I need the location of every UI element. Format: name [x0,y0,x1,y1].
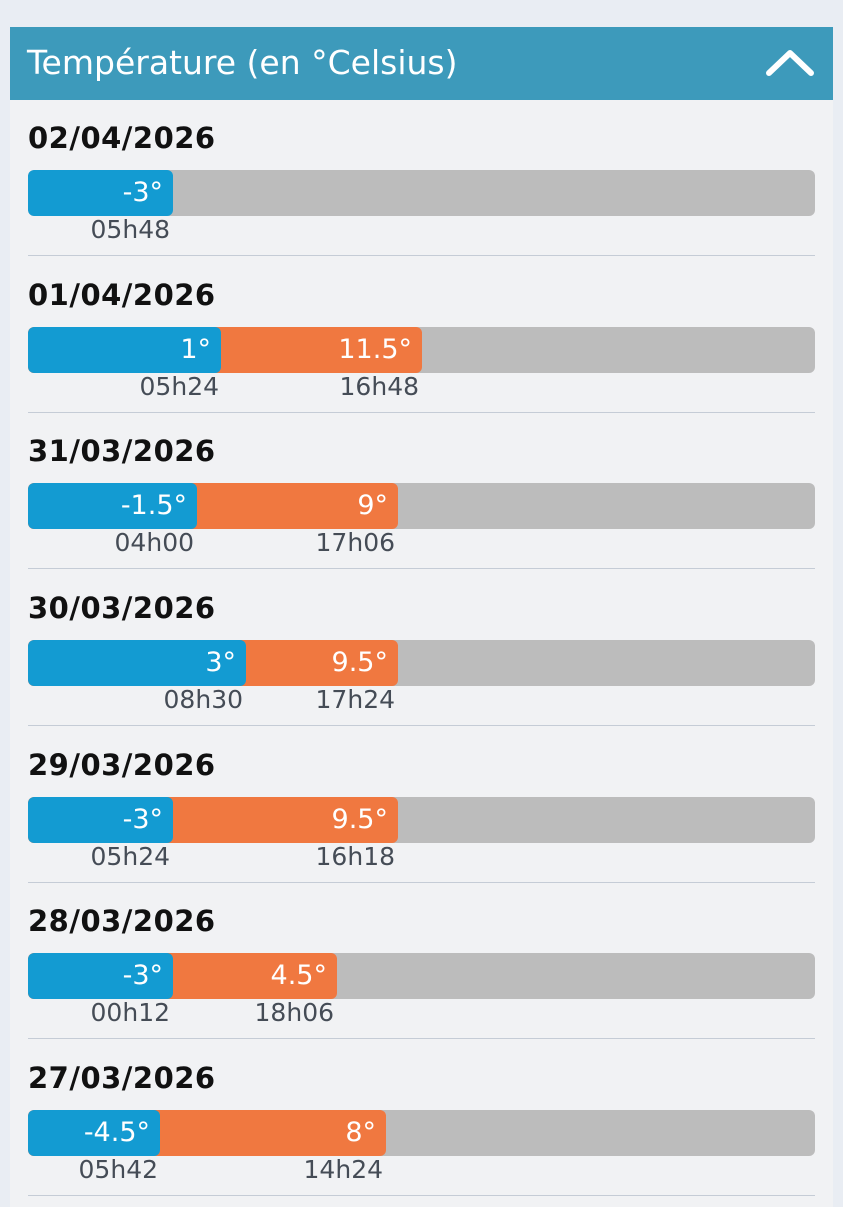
min-temperature-bar: 1° [28,327,221,373]
divider [28,255,815,256]
divider [28,725,815,726]
panel-title: Température (en °Celsius) [27,43,458,82]
day-date: 27/03/2026 [28,1061,216,1095]
day-row: 01/04/2026 11.5° 1° 05h24 16h48 [10,257,833,413]
divider [28,1038,815,1039]
min-temperature-bar: -4.5° [28,1110,160,1156]
day-date: 28/03/2026 [28,904,216,938]
max-time: 14h24 [303,1155,383,1184]
chevron-up-icon[interactable] [763,37,817,87]
min-time: 05h24 [90,842,170,871]
min-time: 05h24 [139,372,219,401]
max-time: 18h06 [254,998,334,1027]
temperature-track: 4.5° -3° [28,953,815,999]
divider [28,882,815,883]
day-date: 02/04/2026 [28,121,216,155]
temperature-track: 8° -4.5° [28,1110,815,1156]
temperature-track: 11.5° 1° [28,327,815,373]
divider [28,568,815,569]
panel-header[interactable]: Température (en °Celsius) [10,27,833,100]
temperature-track: 9.5° -3° [28,797,815,843]
temperature-track: 9° -1.5° [28,483,815,529]
divider [28,412,815,413]
min-time: 05h48 [90,215,170,244]
min-temperature-bar: -3° [28,797,173,843]
day-row: 02/04/2026 -3° 05h48 [10,100,833,256]
day-date: 31/03/2026 [28,434,216,468]
day-row: 29/03/2026 9.5° -3° 05h24 16h18 [10,727,833,883]
day-date: 30/03/2026 [28,591,216,625]
max-time: 16h48 [339,372,419,401]
min-temperature-bar: -1.5° [28,483,197,529]
divider [28,1195,815,1196]
temperature-panel: Température (en °Celsius) 02/04/2026 -3° 0… [10,27,833,1207]
temperature-track: 9.5° 3° [28,640,815,686]
day-row: 28/03/2026 4.5° -3° 00h12 18h06 [10,883,833,1039]
min-time: 08h30 [163,685,243,714]
day-row: 30/03/2026 9.5° 3° 08h30 17h24 [10,570,833,726]
min-temperature-bar: -3° [28,953,173,999]
max-time: 17h06 [315,528,395,557]
min-time: 04h00 [114,528,194,557]
max-time: 17h24 [315,685,395,714]
min-time: 05h42 [78,1155,158,1184]
day-row: 27/03/2026 8° -4.5° 05h42 14h24 [10,1040,833,1196]
day-date: 29/03/2026 [28,748,216,782]
max-time: 16h18 [315,842,395,871]
min-time: 00h12 [90,998,170,1027]
temperature-track: -3° [28,170,815,216]
min-temperature-bar: 3° [28,640,246,686]
day-row: 31/03/2026 9° -1.5° 04h00 17h06 [10,413,833,569]
min-temperature-bar: -3° [28,170,173,216]
day-date: 01/04/2026 [28,278,216,312]
